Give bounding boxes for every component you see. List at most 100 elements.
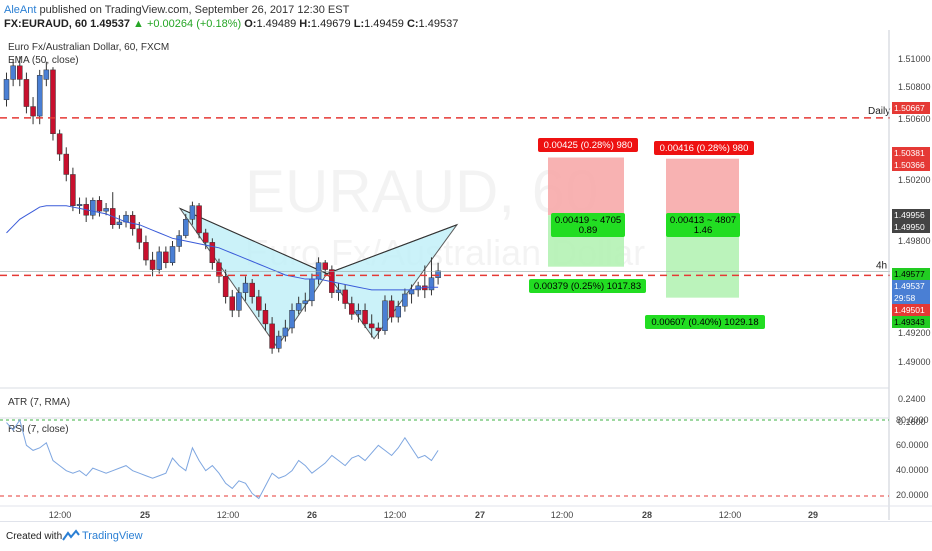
rsi-tick: 20.0000 xyxy=(896,490,929,500)
candle-body xyxy=(269,323,275,349)
candle-body xyxy=(282,327,289,337)
tradingview-link[interactable]: TradingView xyxy=(82,530,143,542)
risk-label-2: 1.46 xyxy=(694,225,713,236)
candle-body xyxy=(375,327,382,331)
axis-price-badge xyxy=(892,159,930,171)
candles xyxy=(3,56,441,354)
candle-body xyxy=(335,289,342,293)
candle-body xyxy=(202,232,209,243)
change-value: ▲ +0.00264 (+0.18%) xyxy=(133,18,242,30)
candle-body xyxy=(222,276,229,297)
rsi-line xyxy=(6,418,439,500)
candle-body xyxy=(169,246,176,264)
time-tick: 12:00 xyxy=(551,510,574,520)
candle-body xyxy=(309,278,315,302)
candle-body xyxy=(10,65,16,80)
candle-body xyxy=(43,69,50,80)
time-tick: 26 xyxy=(307,510,317,520)
author-link[interactable]: AleAnt xyxy=(4,4,37,16)
time-tick: 27 xyxy=(475,510,485,520)
atr-tick: 0.1600 xyxy=(898,417,926,427)
symbol-info: FX:EURAUD, 60 1.49537 xyxy=(4,18,130,30)
axis-price-badge xyxy=(892,209,930,221)
candle-body xyxy=(262,310,269,325)
price-tick: 1.49800 xyxy=(898,236,931,246)
pattern-line-bd xyxy=(326,224,458,275)
candle-body xyxy=(302,300,309,304)
target-label-2-bg xyxy=(645,315,765,329)
axis-price-label: 29:58 xyxy=(894,293,916,303)
price-tick: 1.50200 xyxy=(898,175,931,185)
low-label: L: xyxy=(353,18,365,30)
candle-body xyxy=(176,235,182,247)
stop-loss-zone xyxy=(548,157,624,216)
candle-body xyxy=(209,242,216,264)
publish-line: AleAnt published on TradingView.com, Sep… xyxy=(4,3,349,17)
candle-body xyxy=(256,296,262,311)
axis-price-badge xyxy=(892,102,930,114)
candle-body xyxy=(216,262,222,277)
open-value: 1.49489 xyxy=(256,18,297,30)
candle-body xyxy=(136,228,143,243)
candle-body xyxy=(402,293,408,307)
time-tick: 12:00 xyxy=(384,510,407,520)
candle-body xyxy=(156,251,162,270)
rsi-label: RSI (7, close) xyxy=(8,424,69,435)
atr-label: ATR (7, RMA) xyxy=(8,397,70,408)
indicator-panels: ATR (7, RMA) 0.2400 0.1600 RSI (7, close) 80… xyxy=(0,387,929,500)
created-with-text: Created with xyxy=(6,531,63,542)
candle-body xyxy=(149,259,156,270)
candle-body xyxy=(36,75,43,117)
time-tick: 29 xyxy=(808,510,818,520)
target-label-2: 0.00607 (0.40%) 1029.18 xyxy=(651,317,758,328)
time-tick: 28 xyxy=(642,510,652,520)
price-tick: 1.49000 xyxy=(898,357,931,367)
axis-price-label: 1.49343 xyxy=(894,317,925,327)
candle-body xyxy=(355,310,362,315)
candle-body xyxy=(382,300,388,331)
time-tick: 12:00 xyxy=(49,510,72,520)
candle-body xyxy=(388,300,395,318)
candle-body xyxy=(368,323,375,329)
tradingview-logo-icon[interactable] xyxy=(62,529,80,541)
price-tick: 1.50800 xyxy=(898,82,931,92)
chart-title: Euro Fx/Australian Dollar, 60, FXCM xyxy=(8,42,169,53)
close-label: C: xyxy=(406,18,419,30)
candle-body xyxy=(362,310,368,325)
candle-body xyxy=(3,79,10,101)
time-axis: 12:00 25 12:00 26 12:00 27 12:00 28 12:00 29 xyxy=(0,505,932,520)
time-tick: 12:00 xyxy=(719,510,742,520)
overlay-lines: Daily 4h xyxy=(0,106,890,291)
candle-body xyxy=(229,296,236,311)
risk-label-1: 0.89 xyxy=(579,225,598,236)
time-tick: 12:00 xyxy=(217,510,240,520)
candle-body xyxy=(289,310,295,329)
candle-body xyxy=(183,219,189,236)
axis-price-label: 1.50366 xyxy=(894,160,925,170)
candle-body xyxy=(143,242,149,261)
daily-level-label: Daily xyxy=(868,106,890,117)
risk-label-1-bg xyxy=(551,213,625,237)
atr-tick: 0.2400 xyxy=(898,394,926,404)
footer: Created with TradingView xyxy=(0,521,932,551)
candle-body xyxy=(242,282,249,293)
target-label-1-bg xyxy=(529,279,646,293)
rsi-tick: 40.0000 xyxy=(896,465,929,475)
high-label: H: xyxy=(299,18,311,30)
open-label: O: xyxy=(244,18,257,30)
axis-price-badge xyxy=(892,268,930,280)
position-zones xyxy=(548,157,739,298)
candle-body xyxy=(76,204,83,206)
candle-body xyxy=(30,106,36,117)
candle-body xyxy=(50,69,56,134)
axis-price-label: 1.50381 xyxy=(894,148,925,158)
stop-label-2: 0.00416 (0.28%) 980 xyxy=(660,143,749,154)
stop-label-1-bg xyxy=(538,138,638,152)
candle-body xyxy=(315,262,322,280)
axis-price-badge xyxy=(892,292,930,304)
candle-body xyxy=(116,221,123,225)
candle-body xyxy=(408,289,415,295)
candle-body xyxy=(428,277,435,291)
price-chart[interactable]: EURAUD, 60Euro Fx/Australian DollarEuro … xyxy=(0,30,932,521)
